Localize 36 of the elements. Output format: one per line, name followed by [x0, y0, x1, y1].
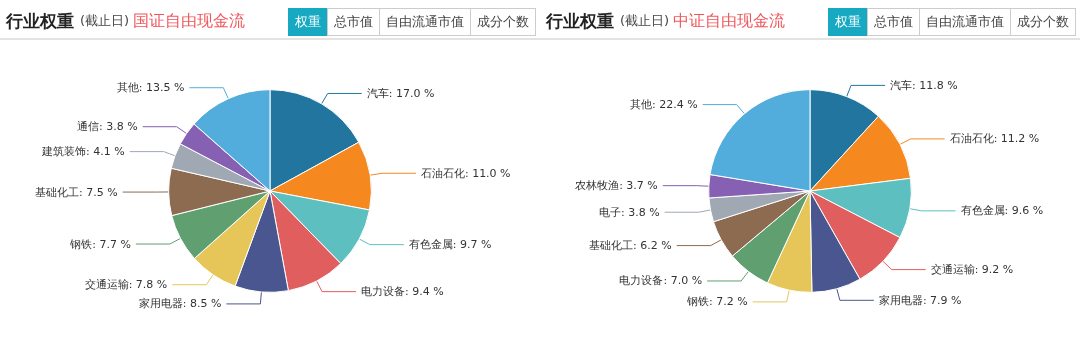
- slice-label: 汽车: 11.8 %: [890, 78, 958, 92]
- text: 总市值: [327, 8, 380, 36]
- text: 自由流通市值: [379, 8, 471, 36]
- slice-label: 农林牧渔: 3.7 %: [575, 179, 658, 193]
- slice-label: 交通运输: 9.2 %: [930, 263, 1014, 277]
- slice-label: 交通运输: 7.8 %: [84, 278, 168, 292]
- slice-label: 其他: 13.5 %: [116, 81, 185, 95]
- text: 自由流通市值: [919, 8, 1011, 36]
- slice-label: 基础化工: 7.5 %: [35, 185, 118, 199]
- slice-label: 电子: 3.8 %: [599, 205, 660, 219]
- chart-title: 行业权重: [546, 9, 614, 33]
- text: 成分个数: [1010, 8, 1076, 36]
- slice-label: 基础化工: 6.2 %: [589, 239, 672, 253]
- slice-label: 电力设备: 7.0 %: [619, 274, 703, 288]
- slice-label: 家用电器: 7.9 %: [878, 293, 962, 307]
- chart-subtitle: (截止日): [620, 12, 670, 30]
- slice-label: 其他: 22.4 %: [630, 98, 698, 112]
- slice-label: 钢铁: 7.7 %: [69, 237, 131, 251]
- slice-label: 家用电器: 8.5 %: [138, 297, 222, 311]
- slice-label: 建筑装饰: 4.1 %: [41, 145, 125, 159]
- chart-title: 行业权重: [6, 9, 74, 33]
- slice-label: 电力设备: 9.4 %: [361, 285, 444, 299]
- text: 总市值: [867, 8, 920, 36]
- slice-label: 汽车: 17.0 %: [366, 86, 435, 100]
- text: 中证自由现金流: [673, 10, 786, 32]
- text: 权重: [288, 8, 328, 36]
- slice-label: 通信: 3.8 %: [77, 120, 138, 134]
- slice-label: 钢铁: 7.2 %: [686, 295, 748, 309]
- slice-label: 石油石化: 11.2 %: [949, 132, 1040, 146]
- slice-label: 有色金属: 9.6 %: [960, 204, 1044, 218]
- slice-label: 有色金属: 9.7 %: [408, 238, 492, 252]
- text: 权重: [828, 8, 868, 36]
- slice-label: 石油石化: 11.0 %: [420, 166, 511, 180]
- text: 国证自由现金流: [133, 10, 246, 32]
- chart-subtitle: (截止日): [80, 12, 130, 30]
- text: 成分个数: [470, 8, 536, 36]
